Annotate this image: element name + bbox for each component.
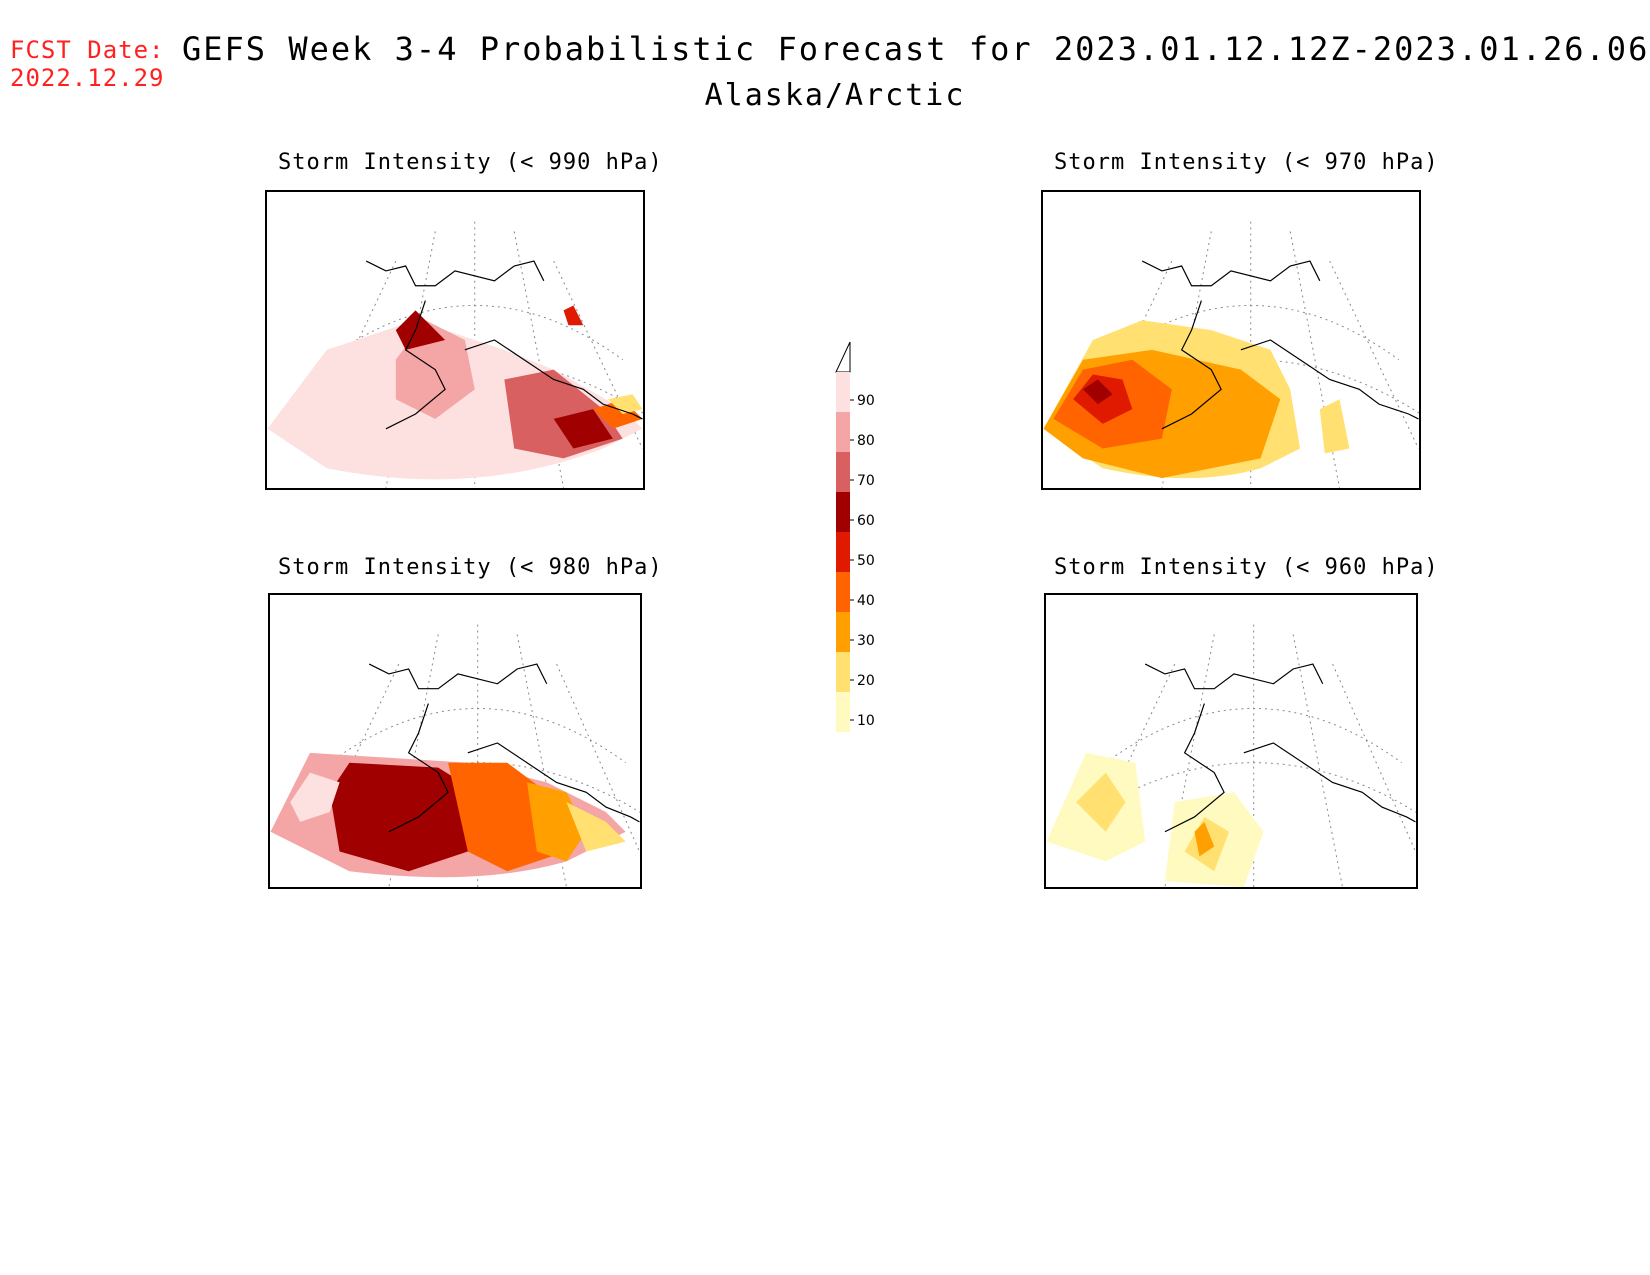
prob-fill-east: [1319, 399, 1350, 454]
prob-fill-90: [290, 772, 340, 822]
prob-fill-70: [329, 762, 478, 872]
map-990: [267, 221, 643, 488]
colorbar-svg: 90 80 70 60 50 40 30 20 10: [835, 341, 875, 762]
panel-title-980: Storm Intensity (< 980 hPa): [278, 555, 663, 580]
map-panel-980: [268, 593, 642, 889]
colorbar-swatch: [836, 532, 850, 572]
colorbar-swatch: [836, 372, 850, 412]
coastline: [1141, 260, 1419, 430]
colorbar-label: 60: [857, 513, 875, 529]
colorbar-label: 70: [857, 473, 875, 489]
panel-title-970: Storm Intensity (< 970 hPa): [1054, 150, 1439, 175]
colorbar-swatch: [836, 612, 850, 652]
prob-fill-50: [395, 310, 446, 350]
prob-fill-20: [1076, 772, 1126, 832]
colorbar-bottom-arrow: [836, 732, 850, 762]
coastline: [368, 663, 640, 833]
forecast-date-label: FCST Date:: [10, 36, 165, 64]
colorbar-swatch: [836, 492, 850, 532]
forecast-date-value: 2022.12.29: [10, 64, 165, 92]
colorbar-label: 20: [857, 673, 875, 689]
panel-title-990: Storm Intensity (< 990 hPa): [278, 150, 663, 175]
page-subtitle: Alaska/Arctic: [704, 78, 966, 113]
prob-fill-20: [566, 802, 626, 852]
colorbar-label: 90: [857, 393, 875, 409]
map-970: [1043, 221, 1419, 488]
map-panel-990: [265, 190, 645, 490]
map-panel-960: [1044, 593, 1418, 889]
colorbar-label: 50: [857, 553, 875, 569]
map-960: [1046, 624, 1416, 887]
page-title: GEFS Week 3-4 Probabilistic Forecast for…: [182, 30, 1650, 68]
prob-fill-30: [1194, 821, 1215, 857]
coastline: [365, 260, 643, 430]
colorbar-swatch: [836, 572, 850, 612]
colorbar-label: 10: [857, 713, 875, 729]
colorbar-swatch: [836, 652, 850, 692]
colorbar-swatch: [836, 452, 850, 492]
coastline: [1144, 663, 1416, 833]
colorbar-swatch: [836, 412, 850, 452]
colorbar-label: 40: [857, 593, 875, 609]
colorbar: 90 80 70 60 50 40 30 20 10: [826, 332, 916, 762]
colorbar-top-arrow: [835, 341, 851, 373]
colorbar-label: 80: [857, 433, 875, 449]
colorbar-label: 30: [857, 633, 875, 649]
forecast-date-block: FCST Date: 2022.12.29: [10, 36, 165, 92]
panel-title-960: Storm Intensity (< 960 hPa): [1054, 555, 1439, 580]
prob-fill-60: [553, 409, 613, 449]
prob-fill-60: [1083, 379, 1113, 405]
map-panel-970: [1041, 190, 1421, 490]
map-980: [270, 624, 640, 887]
prob-fill-east: [563, 305, 584, 326]
prob-fill-30: [527, 782, 587, 862]
prob-fill-20: [607, 394, 643, 414]
colorbar-swatch: [836, 692, 850, 732]
